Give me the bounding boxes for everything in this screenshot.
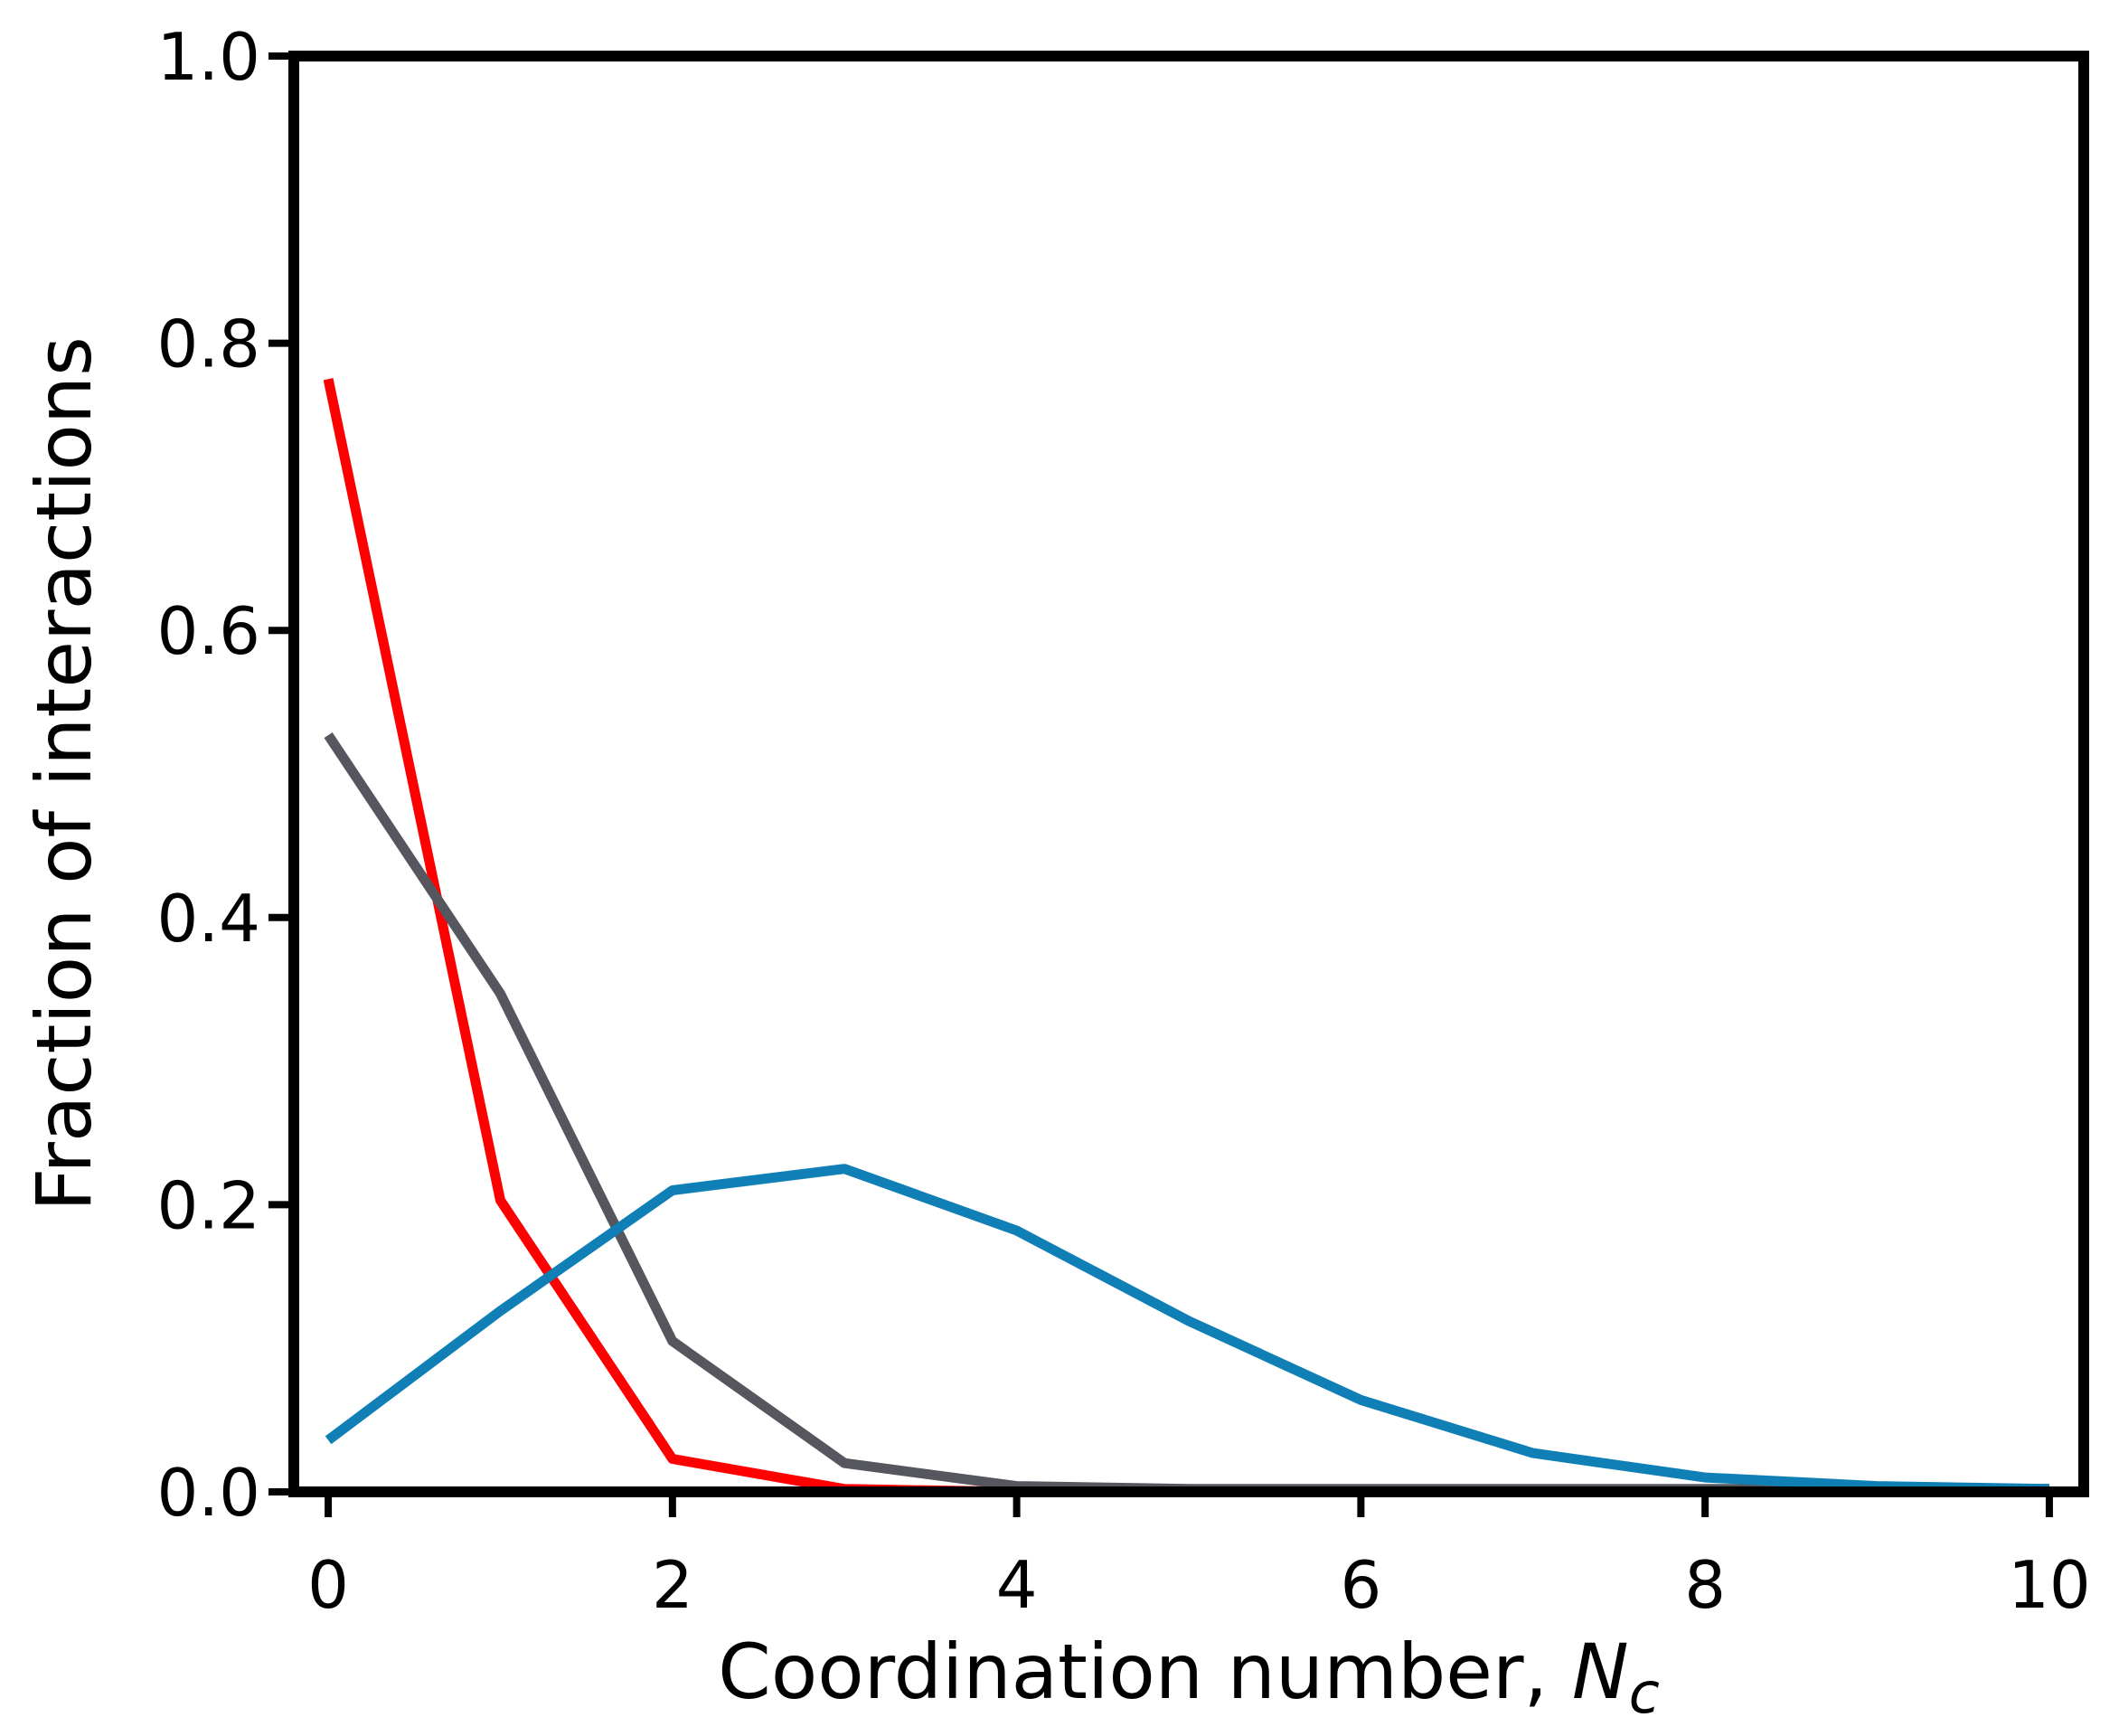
y-tick-label: 0.4 <box>156 881 260 957</box>
y-tick-label: 0.6 <box>156 593 260 669</box>
x-axis-title-subscript: c <box>1629 1660 1660 1726</box>
x-tick-label: 4 <box>996 1547 1038 1623</box>
x-tick-label: 2 <box>652 1547 693 1623</box>
x-tick-label: 10 <box>2008 1547 2091 1623</box>
x-axis-title: Coordination number, Nc <box>718 1628 1660 1726</box>
y-tick-label: 0.8 <box>156 307 260 382</box>
x-tick-label: 6 <box>1340 1547 1381 1623</box>
y-tick-label: 0.0 <box>156 1455 260 1531</box>
x-axis-title-symbol: N <box>1572 1628 1629 1716</box>
series-line-3 <box>325 1164 2049 1495</box>
x-tick-label: 0 <box>307 1547 349 1623</box>
y-axis-title: Fraction of interactions <box>20 336 108 1212</box>
series-line-2 <box>324 732 2049 1495</box>
plot-frame <box>288 51 2089 1497</box>
y-tick-label: 1.0 <box>156 19 260 95</box>
series-layer <box>323 378 2049 1497</box>
ticks-layer: 0 2 4 6 8 10 0.0 0.2 0.4 0.6 0.8 1.0 <box>156 19 2090 1623</box>
x-axis-title-text: Coordination number, <box>718 1628 1572 1716</box>
y-tick-label: 0.2 <box>156 1167 260 1243</box>
x-tick-label: 8 <box>1684 1547 1726 1623</box>
